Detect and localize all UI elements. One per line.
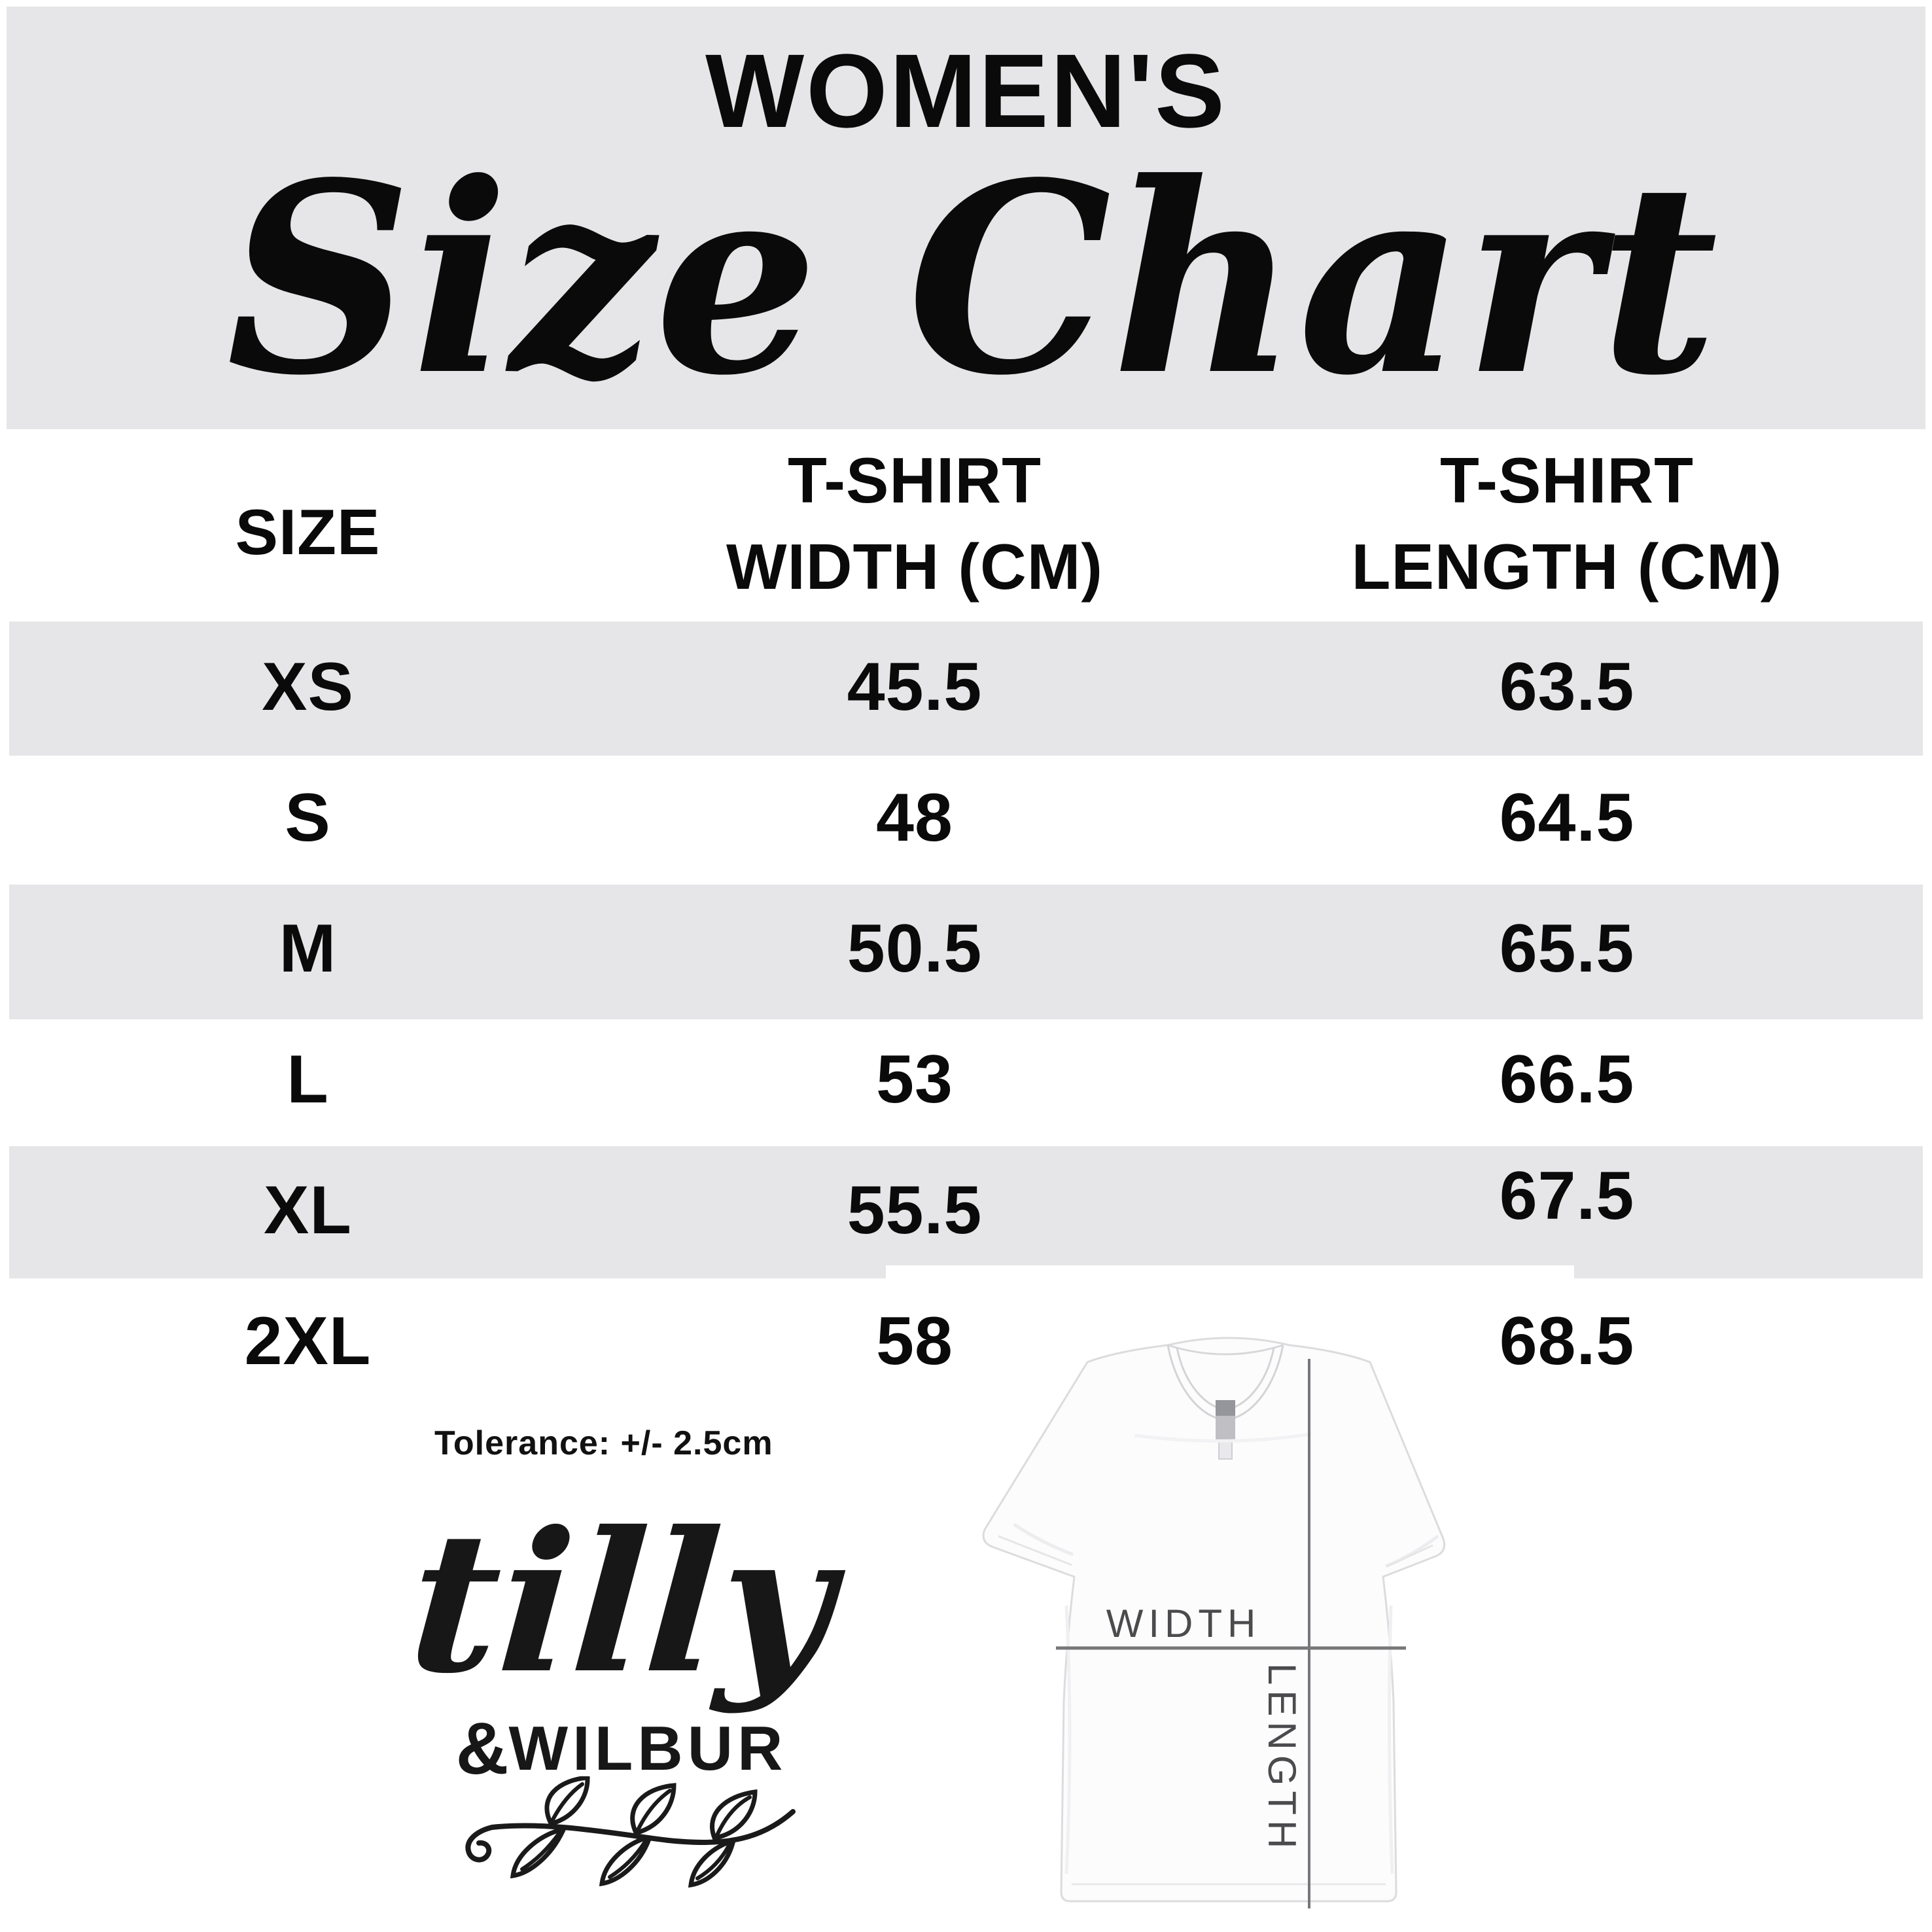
brand-caps-line: &WILBUR	[393, 1706, 851, 1791]
brand-caps-name: WILBUR	[508, 1713, 788, 1783]
size-cell: L	[287, 1041, 329, 1117]
length-label: LENGTH	[1260, 1663, 1304, 1853]
header-kicker: WOMEN'S	[705, 32, 1227, 149]
size-cell: XS	[262, 648, 354, 725]
length-cell: 66.5	[1499, 1041, 1635, 1117]
column-header-size-label: SIZE	[235, 496, 381, 568]
size-tag	[1218, 1441, 1233, 1460]
column-header-length-line1: T-SHIRT	[1439, 444, 1695, 516]
width-cell: 48	[876, 779, 953, 856]
size-cell: M	[279, 910, 337, 987]
column-header-width-line2: WIDTH (CM)	[726, 531, 1104, 603]
width-cell: 53	[876, 1041, 953, 1117]
length-cell: 64.5	[1499, 779, 1635, 856]
column-header-width-line1: T-SHIRT	[787, 444, 1042, 516]
column-header-length: T-SHIRT LENGTH (CM)	[1225, 437, 1908, 610]
width-cell: 45.5	[847, 648, 983, 725]
sleeve-hem-left	[998, 1535, 1072, 1566]
row-stripe-xs	[9, 622, 1923, 756]
header-band: WOMEN'S Size Chart	[7, 7, 1925, 433]
table-row-xl: XL 55.5 67.5	[12, 1145, 1908, 1276]
page-title-svg: Size Chart	[226, 152, 1718, 433]
page-title: Size Chart	[226, 152, 1718, 433]
neck-label-logo	[1216, 1400, 1235, 1416]
table-row-s: S 48 64.5	[12, 752, 1908, 883]
column-header-width: T-SHIRT WIDTH (CM)	[604, 437, 1225, 610]
brand-ampersand: &	[455, 1708, 509, 1789]
length-cell: 68.5	[1499, 1303, 1635, 1379]
width-label: WIDTH	[1106, 1602, 1261, 1645]
size-cell: S	[285, 779, 331, 856]
width-cell: 55.5	[847, 1172, 983, 1248]
column-header-length-line2: LENGTH (CM)	[1351, 531, 1783, 603]
table-row-m: M 50.5 65.5	[12, 883, 1908, 1014]
tshirt-image: WIDTH LENGTH	[982, 1337, 1446, 1908]
table-row-2xl: 2XL 58 68.5	[12, 1276, 1908, 1407]
tolerance-note: Tolerance: +/- 2.5cm	[434, 1424, 773, 1462]
tshirt-body	[982, 1337, 1446, 1903]
brand-script-name: tilly	[402, 1489, 841, 1716]
sleeve-shade-left	[1013, 1522, 1074, 1556]
size-cell: XL	[264, 1172, 352, 1248]
table-row-xs: XS 45.5 63.5	[12, 622, 1908, 752]
sleeve-hem-right	[1386, 1544, 1433, 1568]
body-shade-right	[1387, 1605, 1394, 1874]
laurel-branch-icon	[465, 1776, 796, 1888]
size-cell: 2XL	[244, 1303, 372, 1379]
column-header-size: SIZE	[12, 437, 604, 610]
chest-shade	[1134, 1432, 1312, 1443]
tshirt-diagram: WIDTH LENGTH	[886, 1265, 1574, 1932]
collar-back-seam	[1167, 1344, 1284, 1356]
size-table: XS 45.5 63.5 S 48 64.5 M 50.5 65.5 L 53 …	[12, 622, 1908, 1407]
column-header-row: SIZE T-SHIRT WIDTH (CM) T-SHIRT LENGTH (…	[12, 437, 1908, 610]
brand-logo: tilly &WILBUR	[393, 1489, 851, 1888]
row-stripe-m	[9, 885, 1923, 1019]
length-cell: 63.5	[1499, 648, 1635, 725]
length-cell: 67.5	[1499, 1157, 1635, 1234]
row-stripe-xl	[9, 1146, 1923, 1278]
table-row-l: L 53 66.5	[12, 1014, 1908, 1145]
length-cell: 65.5	[1499, 910, 1635, 987]
width-cell: 50.5	[847, 910, 983, 987]
width-cell: 58	[876, 1303, 953, 1379]
body-shade-left	[1064, 1605, 1072, 1874]
